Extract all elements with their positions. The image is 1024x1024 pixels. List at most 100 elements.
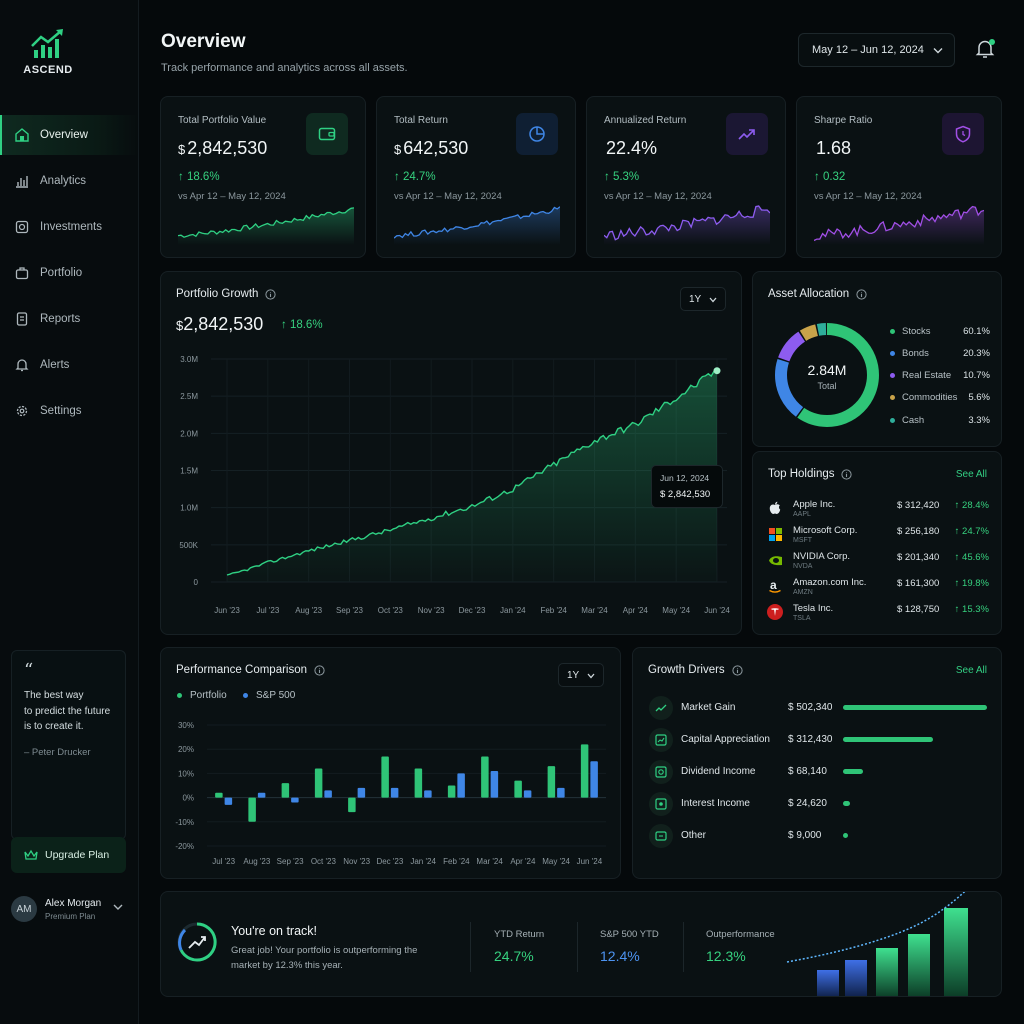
legend-dot — [243, 693, 248, 698]
bar-portfolio[interactable] — [580, 744, 589, 798]
bar-portfolio[interactable] — [215, 792, 223, 798]
legend-dot — [890, 395, 895, 401]
bar-sp500[interactable] — [557, 787, 565, 798]
allocation-donut-chart[interactable] — [767, 315, 887, 435]
info-icon[interactable] — [856, 288, 867, 300]
illustration-bar — [845, 960, 867, 996]
upgrade-plan-button[interactable]: Upgrade Plan — [11, 837, 126, 873]
bar-sp500[interactable] — [590, 761, 598, 798]
sidebar-item-alerts[interactable]: Alerts — [0, 345, 139, 385]
sidebar-item-analytics[interactable]: Analytics — [0, 161, 139, 201]
kpi-card-total-return[interactable]: Total Return $642,530 ↑ 24.7% vs Apr 12 … — [376, 96, 576, 258]
bar-sp500[interactable] — [357, 787, 366, 798]
bar-sp500[interactable] — [490, 770, 499, 798]
card-title-text: Top Holdings — [768, 468, 835, 480]
see-all-link[interactable]: See All — [955, 665, 987, 676]
y-tick-label: 500K — [179, 541, 198, 550]
portfolio-growth-chart[interactable]: 3.0M 2.5M 2.0M 1.5M 1.0M 500K 0 Jun '23 Jul '23 A… — [161, 272, 743, 636]
donut-slice[interactable] — [775, 323, 879, 427]
x-tick-label: Oct '23 — [311, 857, 337, 866]
kpi-value-number: 2,842,530 — [187, 138, 268, 158]
kpi-currency: $ — [394, 142, 402, 157]
holding-row[interactable]: Tesla Inc. TSLA $ 128,750 ↑ 15.3% — [767, 602, 989, 628]
bar-sp500[interactable] — [291, 797, 299, 803]
microsoft-logo-icon — [767, 526, 783, 542]
holding-row[interactable]: a Amazon.com Inc. AMZN $ 161,300 ↑ 19.8% — [767, 576, 989, 602]
illustration-bar — [908, 934, 930, 996]
bar-sp500[interactable] — [224, 797, 233, 805]
info-icon[interactable] — [732, 664, 743, 676]
sparkline-area — [604, 206, 770, 245]
kpi-card-annualized-return[interactable]: Annualized Return 22.4% ↑ 5.3% vs Apr 12… — [586, 96, 786, 258]
user-menu[interactable]: AM Alex Morgan Premium Plan — [11, 893, 131, 925]
driver-row[interactable]: Other $ 9,000 — [649, 824, 989, 848]
see-all-link[interactable]: See All — [955, 469, 987, 480]
logo[interactable]: ASCEND — [22, 28, 74, 76]
date-range-picker[interactable]: May 12 – Jun 12, 2024 — [798, 33, 955, 67]
bar-portfolio[interactable] — [481, 756, 489, 798]
chevron-down-icon[interactable] — [113, 903, 123, 911]
bar-portfolio[interactable] — [281, 783, 290, 798]
holding-row[interactable]: Microsoft Corp. MSFT $ 256,180 ↑ 24.7% — [767, 524, 989, 550]
driver-bar — [843, 705, 987, 710]
donut-slice[interactable] — [775, 323, 879, 427]
legend-percent: 3.3% — [968, 414, 990, 426]
bar-portfolio[interactable] — [414, 768, 423, 798]
user-plan: Premium Plan — [45, 911, 96, 921]
bar-sp500[interactable] — [523, 790, 532, 798]
driver-row[interactable]: Interest Income $ 24,620 — [649, 792, 989, 816]
allocation-legend-item[interactable]: Cash 3.3% — [890, 413, 990, 427]
sidebar-item-investments[interactable]: Investments — [0, 207, 139, 247]
driver-row[interactable]: Dividend Income $ 68,140 — [649, 760, 989, 784]
info-icon[interactable] — [265, 288, 277, 300]
bar-portfolio[interactable] — [248, 797, 256, 822]
x-tick-label: Jun '24 — [577, 857, 603, 866]
allocation-legend-item[interactable]: Bonds 20.3% — [890, 346, 990, 360]
kpi-card-total-portfolio-value[interactable]: Total Portfolio Value $2,842,530 ↑ 18.6%… — [160, 96, 366, 258]
card-title-text: Portfolio Growth — [176, 288, 259, 300]
y-tick-label: 2.0M — [180, 429, 198, 438]
x-tick-label: Jul '23 — [212, 857, 235, 866]
bar-portfolio[interactable] — [547, 766, 556, 798]
holding-value: $ 161,300 — [897, 578, 940, 589]
on-track-message: Great job! Your portfolio is outperformi… — [231, 943, 446, 973]
bar-portfolio[interactable] — [514, 780, 522, 798]
legend-dot — [890, 373, 895, 379]
bar-sp500[interactable] — [457, 773, 465, 798]
period-dropdown[interactable]: 1Y — [558, 663, 604, 687]
sidebar-item-overview[interactable]: Overview — [0, 115, 139, 155]
holding-row[interactable]: NVIDIA Corp. NVDA $ 201,340 ↑ 45.6% — [767, 550, 989, 576]
performance-bar-chart[interactable]: 30% 20% 10% 0% -10% -20% Jul '23 Aug '23 Sep '23… — [161, 648, 622, 880]
bar-sp500[interactable] — [390, 787, 399, 798]
bar-portfolio[interactable] — [447, 785, 456, 798]
bar-portfolio[interactable] — [381, 756, 389, 798]
period-dropdown[interactable]: 1Y — [680, 287, 726, 311]
allocation-legend-item[interactable]: Real Estate 10.7% — [890, 369, 990, 383]
bar-portfolio[interactable] — [314, 768, 323, 798]
legend-percent: 60.1% — [963, 325, 990, 337]
holding-row[interactable]: Apple Inc. AAPL $ 312,420 ↑ 28.4% — [767, 498, 989, 524]
bar-portfolio[interactable] — [348, 797, 356, 813]
kpi-card-sharpe-ratio[interactable]: Sharpe Ratio 1.68 ↑ 0.32 vs Apr 12 – May… — [796, 96, 1002, 258]
driver-label: Interest Income — [681, 798, 750, 809]
info-icon[interactable] — [314, 664, 325, 676]
document-icon — [16, 312, 28, 326]
bar-sp500[interactable] — [324, 790, 332, 798]
sidebar-item-reports[interactable]: Reports — [0, 299, 139, 339]
on-track-banner: You're on track! Great job! Your portfol… — [160, 891, 1002, 997]
allocation-legend-item[interactable]: Stocks 60.1% — [890, 324, 990, 338]
allocation-legend-item[interactable]: Commodities 5.6% — [890, 391, 990, 405]
info-icon[interactable] — [841, 468, 853, 480]
sidebar-item-portfolio[interactable]: Portfolio — [0, 253, 139, 293]
bar-sp500[interactable] — [257, 792, 266, 798]
legend-sp500[interactable]: S&P 500 — [243, 690, 295, 701]
driver-row[interactable]: Capital Appreciation $ 312,430 — [649, 728, 989, 752]
sidebar-item-settings[interactable]: Settings — [0, 391, 139, 431]
sparkline-line — [814, 205, 984, 242]
bar-sp500[interactable] — [424, 790, 432, 798]
notifications-button[interactable] — [974, 38, 996, 65]
legend-portfolio[interactable]: Portfolio — [177, 690, 227, 701]
chart-up-icon — [649, 696, 673, 720]
user-name: Alex Morgan — [45, 897, 102, 909]
driver-row[interactable]: Market Gain $ 502,340 — [649, 696, 989, 720]
